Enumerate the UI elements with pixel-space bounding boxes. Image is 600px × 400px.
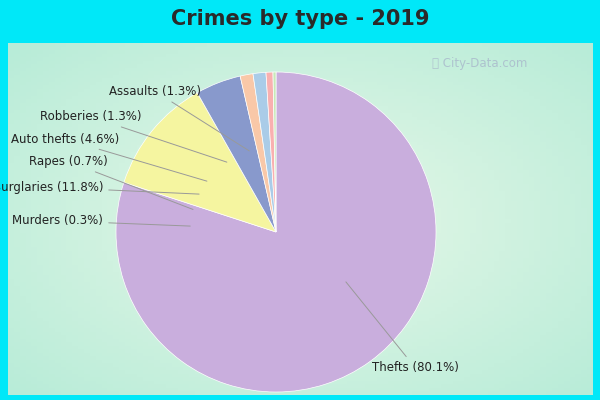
Wedge shape xyxy=(124,93,276,232)
Text: ⓘ City-Data.com: ⓘ City-Data.com xyxy=(433,58,527,70)
Wedge shape xyxy=(197,76,276,232)
Text: Auto thefts (4.6%): Auto thefts (4.6%) xyxy=(11,133,207,181)
Wedge shape xyxy=(116,72,436,392)
Text: Thefts (80.1%): Thefts (80.1%) xyxy=(346,282,459,374)
Text: Burglaries (11.8%): Burglaries (11.8%) xyxy=(0,181,199,194)
Text: Murders (0.3%): Murders (0.3%) xyxy=(13,214,190,227)
Wedge shape xyxy=(253,72,276,232)
Wedge shape xyxy=(273,72,276,232)
Text: Assaults (1.3%): Assaults (1.3%) xyxy=(109,85,250,151)
Text: Crimes by type - 2019: Crimes by type - 2019 xyxy=(171,9,429,29)
Wedge shape xyxy=(240,74,276,232)
Wedge shape xyxy=(266,72,276,232)
Text: Robberies (1.3%): Robberies (1.3%) xyxy=(40,110,227,162)
Text: Rapes (0.7%): Rapes (0.7%) xyxy=(29,155,193,210)
